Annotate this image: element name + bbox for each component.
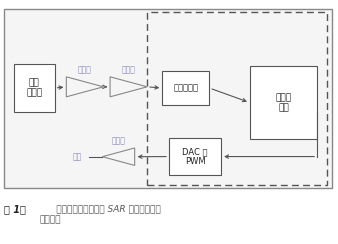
Text: 输入
信号源: 输入 信号源 (26, 78, 42, 98)
Bar (250, 66, 317, 139)
Text: 模数转换器: 模数转换器 (173, 83, 198, 92)
Text: 放大器: 放大器 (78, 65, 92, 74)
Text: 图 1：: 图 1： (4, 204, 26, 214)
Text: 信号通道中含有一个 SAR 模数转换器的
应用框图: 信号通道中含有一个 SAR 模数转换器的 应用框图 (40, 204, 161, 224)
Bar (14, 64, 54, 112)
Text: DAC 或
PWM: DAC 或 PWM (182, 147, 208, 166)
Text: 滤波器: 滤波器 (112, 137, 125, 145)
Bar (147, 12, 327, 185)
Text: 单片机
引擎: 单片机 引擎 (275, 93, 291, 112)
Bar (4, 9, 332, 187)
Bar (169, 138, 221, 175)
Text: 输出: 输出 (73, 152, 82, 161)
Text: 滤波器: 滤波器 (122, 65, 136, 74)
Bar (162, 71, 210, 105)
